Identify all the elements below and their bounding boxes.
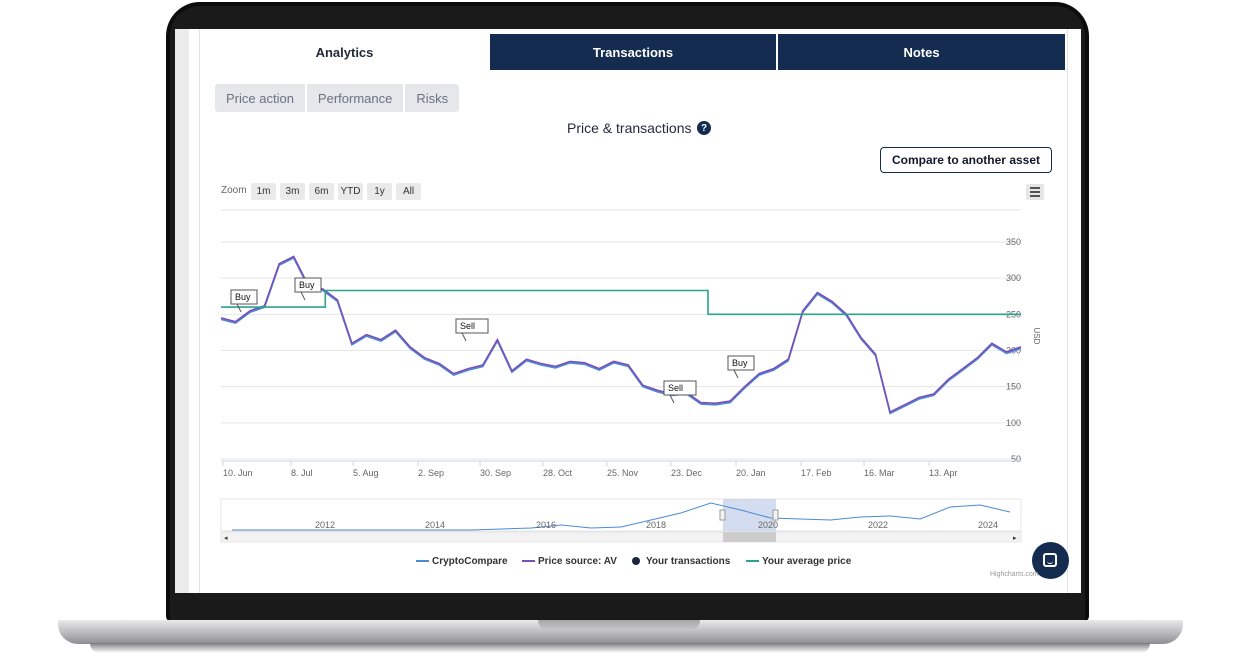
navigator-year-label: 2012 [315, 520, 335, 530]
subtab-performance[interactable]: Performance [306, 84, 404, 112]
hamburger-icon[interactable] [1026, 184, 1044, 200]
navigator-series-line [232, 502, 1011, 531]
screen-sidebar-edge [175, 29, 189, 593]
flag-stem [236, 303, 242, 313]
flag-box [230, 289, 258, 305]
flag-stem [461, 332, 467, 342]
x-tick-label: 20. Jan [736, 468, 766, 478]
flag-box [294, 277, 322, 293]
legend-item: Your transactions [646, 556, 731, 567]
scroll-left-icon: ◂ [224, 535, 228, 542]
y-tick-label: 350 [1006, 237, 1021, 247]
zoom-ytd-button[interactable]: YTD [338, 183, 363, 200]
flag-label-buy: Buy [299, 280, 315, 290]
x-tick-label: 28. Oct [543, 468, 573, 478]
navigator-year-label: 2020 [758, 520, 778, 530]
flag-stem [669, 394, 675, 404]
navigator-left-handle [719, 509, 726, 521]
y-tick-label: 100 [1006, 418, 1021, 428]
flag-box [727, 355, 755, 371]
navigator-year-label: 2022 [868, 520, 888, 530]
x-tick-label: 8. Jul [291, 468, 313, 478]
subtab-bar: Price action Performance Risks [215, 84, 460, 112]
x-tick-label: 13. Apr [929, 468, 958, 478]
series-cryptocompare-line [220, 256, 1022, 415]
x-tick-label: 10. Jun [223, 468, 253, 478]
navigator-year-label: 2018 [646, 520, 666, 530]
tab-transactions[interactable]: Transactions [490, 34, 776, 70]
scrollbar-track [220, 531, 1022, 543]
x-tick-label: 17. Feb [801, 468, 832, 478]
zoom-1y-button[interactable]: 1y [367, 183, 392, 200]
x-tick-label: 2. Sep [418, 468, 444, 478]
scrollbar-thumb [723, 532, 776, 542]
tab-analytics[interactable]: Analytics [200, 34, 489, 70]
laptop-base-shadow [90, 643, 1150, 653]
navigator-area [220, 498, 1022, 532]
y-tick-label: 150 [1006, 382, 1021, 392]
y-tick-label: 50 [1011, 454, 1021, 464]
chart-title: Price & transactions [567, 120, 692, 136]
flag-box [663, 380, 697, 396]
subtab-risks[interactable]: Risks [405, 84, 460, 112]
x-tick-label: 5. Aug [353, 468, 379, 478]
legend-item: Your average price [762, 556, 852, 567]
zoom-all-button[interactable]: All [396, 183, 421, 200]
flag-label-buy: Buy [235, 292, 251, 302]
series-average-price-line [221, 289, 1021, 316]
y-tick-label: 300 [1006, 273, 1021, 283]
zoom-1m-button[interactable]: 1m [251, 183, 276, 200]
y-axis-label: USD [1032, 328, 1041, 345]
help-icon[interactable]: ? [697, 121, 711, 135]
navigator-selection [723, 499, 776, 531]
zoom-3m-button[interactable]: 3m [280, 183, 305, 200]
x-tick-label: 23. Dec [671, 468, 703, 478]
tab-notes[interactable]: Notes [778, 34, 1065, 70]
navigator-year-label: 2014 [425, 520, 445, 530]
flag-stem [300, 291, 306, 301]
flag-stem [733, 369, 739, 379]
navigator-year-label: 2016 [536, 520, 556, 530]
x-tick-label: 16. Mar [864, 468, 895, 478]
legend-item: CryptoCompare [432, 556, 508, 567]
flag-box [455, 318, 489, 334]
scroll-right-icon: ▸ [1013, 535, 1017, 542]
zoom-6m-button[interactable]: 6m [309, 183, 334, 200]
navigator-year-label: 2024 [978, 520, 998, 530]
credits-link[interactable]: Highcharts.com [990, 571, 1039, 578]
legend-symbol [632, 557, 640, 565]
series-price-source-av-line [220, 255, 1022, 414]
navigator-right-handle [772, 509, 779, 521]
subtab-price-action[interactable]: Price action [215, 84, 305, 112]
x-tick-label: 25. Nov [607, 468, 639, 478]
flag-label-sell: Sell [668, 383, 683, 393]
zoom-label: Zoom [221, 185, 247, 196]
flag-label-sell: Sell [460, 321, 475, 331]
chat-icon[interactable] [1032, 542, 1069, 579]
x-tick-label: 30. Sep [480, 468, 511, 478]
legend-item: Price source: AV [538, 556, 617, 567]
compare-asset-button[interactable]: Compare to another asset [880, 147, 1052, 173]
laptop-notch [538, 620, 700, 630]
flag-label-buy: Buy [732, 358, 748, 368]
